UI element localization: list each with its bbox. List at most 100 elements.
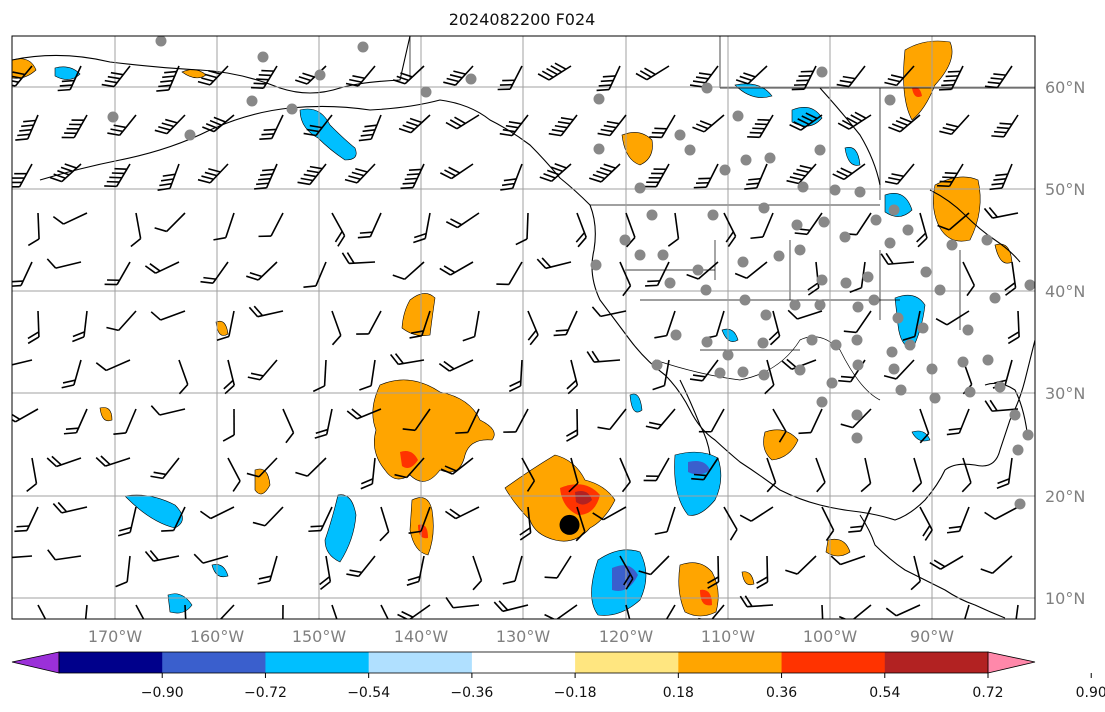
wind-barb — [95, 455, 131, 467]
wind-barbs — [12, 62, 1020, 619]
wind-barb — [493, 600, 529, 613]
wind-barb — [303, 261, 327, 289]
wind-barb — [768, 310, 781, 346]
wind-barb — [764, 359, 775, 395]
wind-barb — [508, 359, 523, 393]
wind-barb — [440, 457, 474, 475]
anomaly-blob — [844, 147, 861, 166]
colorbar-bin — [368, 652, 473, 673]
wind-barb — [52, 501, 88, 514]
wind-barb — [566, 408, 579, 442]
wind-barb — [946, 506, 970, 534]
wind-barb — [840, 408, 872, 429]
wind-barb — [884, 163, 915, 185]
wind-barb — [692, 114, 725, 133]
station-marker — [886, 346, 898, 358]
figure-title: 2024082200 F024 — [449, 10, 596, 29]
wind-barb — [57, 65, 82, 92]
wind-barb — [312, 359, 327, 393]
wind-barb — [193, 553, 229, 564]
station-marker — [851, 432, 863, 444]
anomaly-blob — [912, 87, 922, 97]
wind-barb — [439, 163, 474, 180]
wind-barb — [222, 408, 235, 442]
station-marker — [684, 144, 696, 156]
lat-label: 40°N — [1045, 282, 1085, 301]
wind-barb — [61, 114, 88, 139]
wind-barb — [885, 604, 921, 617]
wind-barb — [848, 506, 872, 533]
station-markers — [107, 36, 1035, 510]
colorbar-tick-label: −0.90 — [141, 685, 184, 701]
border-line — [719, 36, 1035, 200]
station-marker — [692, 264, 704, 276]
wind-barb — [392, 261, 425, 281]
wind-barb — [649, 114, 676, 139]
station-marker — [646, 209, 658, 221]
wind-barb — [597, 408, 627, 431]
wind-barb — [902, 310, 921, 341]
colorbar-tick-label: −0.18 — [554, 685, 597, 701]
map-content — [12, 36, 1035, 619]
wind-barb — [144, 549, 180, 562]
station-marker — [829, 184, 841, 196]
station-marker — [674, 129, 686, 141]
station-marker — [852, 301, 864, 313]
wind-barb — [130, 212, 142, 248]
wind-barb — [707, 555, 720, 589]
station-marker — [920, 266, 932, 278]
wind-barb — [739, 506, 774, 522]
anomaly-blob — [688, 461, 710, 475]
station-marker — [818, 216, 830, 228]
wind-barb — [12, 163, 33, 188]
wind-barb — [837, 111, 872, 130]
colorbar-tick-label: −0.72 — [244, 685, 287, 701]
station-marker — [994, 381, 1006, 393]
station-marker — [246, 95, 258, 107]
wind-barb — [652, 359, 670, 391]
colorbar-tick-label: −0.54 — [347, 685, 390, 701]
wind-barb — [698, 408, 725, 433]
station-marker — [701, 82, 713, 94]
wind-barb — [961, 457, 972, 493]
station-marker — [314, 69, 326, 81]
wind-barb — [27, 212, 40, 247]
wind-barb — [389, 353, 425, 366]
wind-barb — [341, 252, 376, 265]
wind-barb — [539, 163, 572, 183]
station-marker — [957, 356, 969, 368]
anomaly-blob — [54, 66, 81, 80]
wind-barb — [935, 310, 970, 326]
station-marker — [852, 359, 864, 371]
lat-label: 20°N — [1045, 487, 1085, 506]
wind-barb — [785, 555, 817, 575]
wind-barb — [345, 65, 376, 87]
station-marker — [826, 377, 838, 389]
lon-label: 100°W — [803, 627, 858, 646]
wind-barb — [12, 261, 33, 288]
lon-label: 150°W — [292, 627, 347, 646]
wind-barb — [295, 457, 327, 477]
wind-barb — [107, 114, 137, 137]
wind-barb — [497, 65, 523, 91]
lat-label: 60°N — [1045, 78, 1085, 97]
colorbar-tick-label: −0.36 — [450, 685, 493, 701]
wind-barb — [989, 163, 1013, 191]
wind-barb — [984, 399, 1019, 412]
wind-barb — [445, 597, 480, 609]
station-marker — [946, 239, 958, 251]
wind-barb — [625, 604, 634, 619]
wind-barb — [356, 310, 382, 335]
wind-barb — [83, 604, 88, 619]
wind-barb — [689, 359, 719, 382]
wind-barb — [619, 457, 631, 493]
wind-barb — [37, 604, 51, 619]
station-marker — [184, 129, 196, 141]
wind-barb — [911, 457, 923, 493]
wind-barb — [197, 163, 229, 184]
wind-barb — [645, 261, 670, 287]
station-marker — [465, 73, 477, 85]
wind-barb — [400, 163, 425, 190]
wind-barb — [246, 457, 278, 478]
wind-barb — [12, 355, 33, 367]
